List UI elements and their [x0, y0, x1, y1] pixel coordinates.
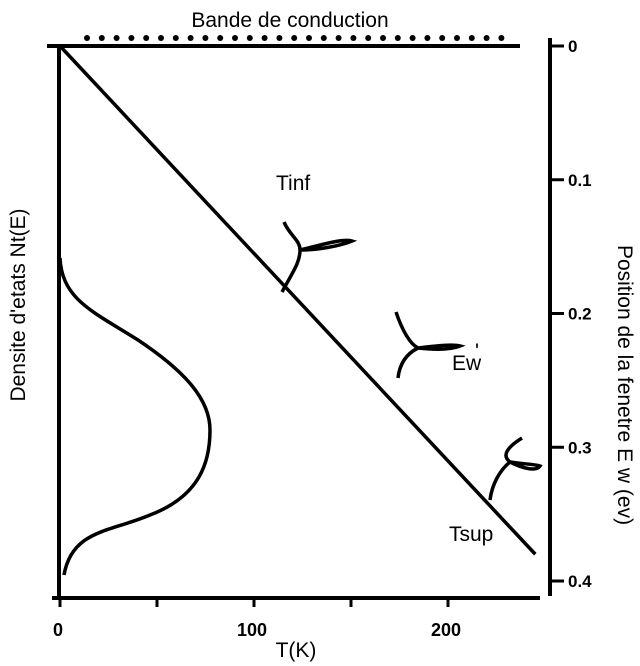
band-dot — [394, 35, 401, 41]
band-dot — [424, 35, 431, 41]
band-dot — [172, 35, 179, 41]
band-dot — [158, 35, 164, 41]
band-dot — [365, 35, 372, 41]
x-tick-label: 200 — [431, 620, 461, 640]
right-axis-label: Position de la fenetre E w (ev) — [613, 245, 636, 525]
left-axis-label: Densite d'etats Nt(E) — [7, 208, 30, 401]
x-axis-label: T(K) — [276, 639, 317, 662]
band-dot — [335, 35, 342, 41]
band-dot — [291, 35, 298, 41]
band-dot — [409, 35, 416, 41]
band-dot — [350, 35, 357, 41]
annotation-ew: Ew — [452, 352, 482, 375]
band-dot — [276, 35, 283, 41]
band-dot — [84, 35, 90, 41]
figure-title: Bande de conduction — [191, 9, 388, 32]
band-dot — [320, 35, 327, 41]
conduction-band-dots — [84, 35, 505, 41]
x-tick-label: 100 — [237, 620, 267, 640]
band-dot — [439, 35, 446, 41]
y-tick-label: 0.1 — [568, 171, 592, 190]
x-tick-label: 0 — [53, 620, 63, 640]
annotation-tsup: Tsup — [449, 523, 493, 546]
band-dot — [498, 35, 505, 41]
band-dot — [187, 35, 194, 41]
band-dot — [454, 35, 460, 41]
band-dot — [202, 35, 209, 41]
y-tick-label: 0.4 — [568, 572, 592, 591]
band-dot — [246, 35, 253, 41]
band-dot — [380, 35, 386, 41]
band-dot — [232, 35, 238, 41]
y-tick-label: 0.2 — [568, 305, 592, 324]
band-dot — [468, 35, 475, 41]
distribution-peak-ew — [394, 311, 466, 379]
band-dot — [306, 35, 312, 41]
annotation-tinf: Tinf — [276, 172, 310, 195]
y-tick-label: 0 — [568, 37, 577, 56]
band-dot — [217, 35, 224, 41]
band-dot — [98, 35, 105, 41]
x-ticks: 0 100 200 — [53, 598, 461, 640]
series-line-ew-vs-t — [58, 44, 537, 556]
y-tick-label: 0.3 — [568, 438, 592, 457]
band-dot — [143, 35, 150, 41]
band-dot — [483, 35, 490, 41]
distribution-peak-tinf — [280, 221, 358, 293]
band-dot — [113, 35, 120, 41]
band-dot — [261, 35, 268, 41]
density-of-states-curve — [58, 257, 212, 576]
right-y-ticks: 0 0.1 0.2 0.3 0.4 — [550, 37, 592, 591]
distribution-peak-tsup — [488, 436, 543, 501]
band-dot — [128, 35, 135, 41]
annotation-ew-mark: ' — [475, 340, 479, 363]
